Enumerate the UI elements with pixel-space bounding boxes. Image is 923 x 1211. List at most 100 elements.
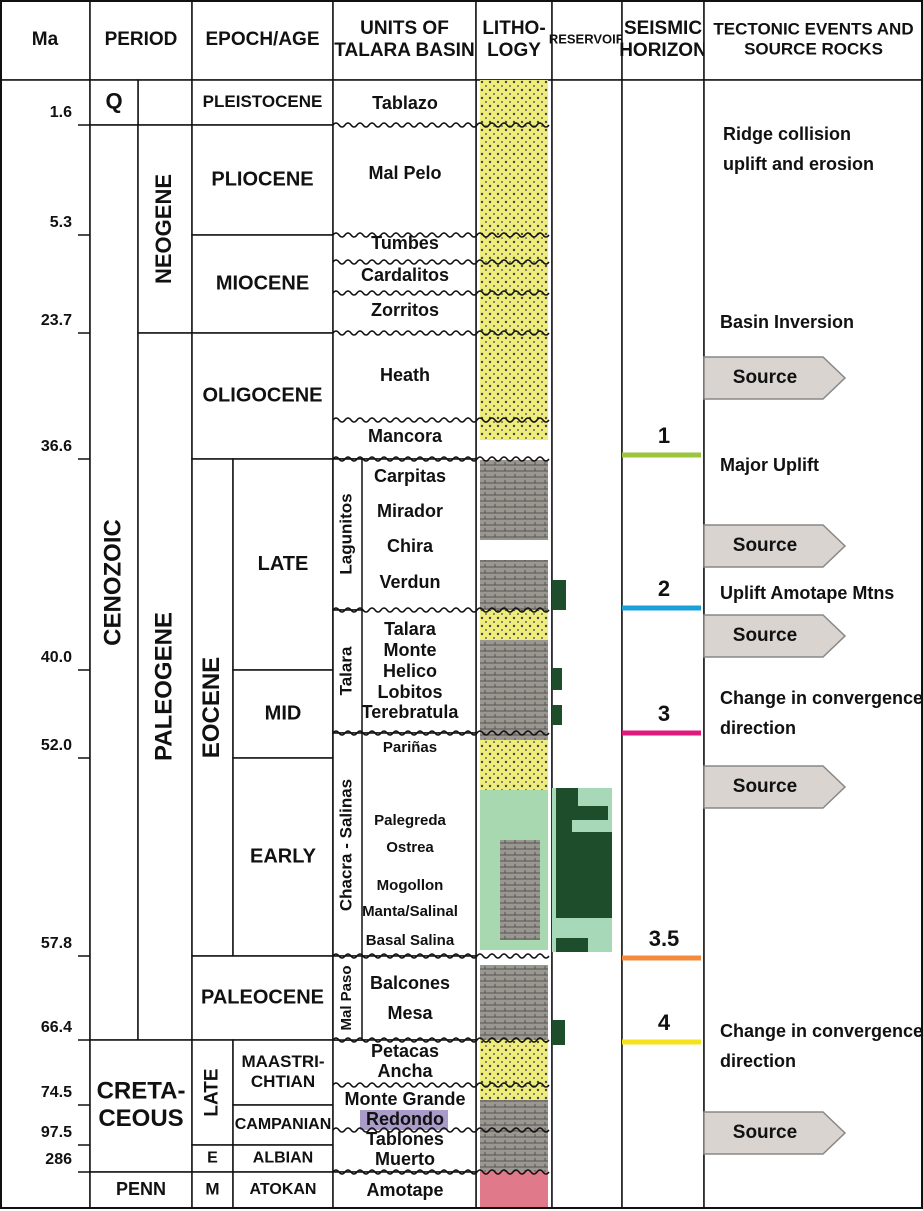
period-label: PENN: [116, 1179, 166, 1199]
ma-label: 57.8: [41, 935, 72, 952]
cell: [89, 79, 139, 126]
cell: [232, 1144, 334, 1173]
epoch-label: CHTIAN: [251, 1072, 315, 1091]
header-label: LITHO-: [482, 18, 545, 39]
reservoir-bar: [552, 668, 562, 690]
cell: [89, 1171, 193, 1209]
unit-group-label: Chacra - Salinas: [336, 779, 355, 911]
lithology-layer: [480, 540, 548, 560]
epoch-label: PALEOCENE: [201, 986, 324, 1008]
epoch-label: EARLY: [250, 845, 317, 867]
epoch-label: EOCENE: [198, 657, 225, 758]
reservoir-bar: [556, 820, 572, 832]
unit-label: Pariñas: [383, 739, 437, 756]
source-arrow: [703, 356, 847, 400]
cell: [0, 0, 91, 81]
epoch-label: LATE: [258, 553, 309, 575]
unit-label: Balcones: [370, 973, 450, 993]
lithology-layer: [480, 1040, 548, 1100]
period-label: PALEOGENE: [150, 612, 177, 761]
cell: [232, 458, 334, 671]
lithology-layer: [500, 510, 548, 530]
source-arrow: [703, 524, 847, 568]
cell: [232, 757, 334, 957]
unit-label: Carpitas: [374, 466, 446, 486]
epoch-label: MAASTRI-: [241, 1052, 324, 1071]
period-label: CRETA-: [97, 1078, 186, 1105]
lithology-layer: [480, 740, 548, 790]
cell: [332, 1039, 477, 1173]
tectonic-event: Major Uplift: [720, 455, 819, 475]
unit-label: Mal Pelo: [368, 163, 441, 183]
unconformity: [332, 290, 550, 296]
tectonic-event: Change in convergence: [720, 1021, 923, 1041]
reservoir-bar: [552, 580, 566, 610]
reservoir-bar: [556, 788, 578, 806]
period-label: NEOGENE: [151, 174, 176, 284]
source-label: Source: [733, 1122, 797, 1143]
unconformity: [332, 232, 550, 238]
unit-label: Tablones: [366, 1129, 444, 1149]
unconformity: [332, 730, 550, 736]
source-arrow: [703, 614, 847, 658]
cell: [332, 1171, 477, 1209]
lithology-layer: [480, 950, 548, 965]
unit-group-label: Mal Paso: [338, 965, 355, 1030]
unit-label: Amotape: [366, 1180, 443, 1200]
cell: [232, 1104, 334, 1146]
unconformity: [332, 1127, 550, 1133]
tectonic-event: Change in convergence: [720, 688, 923, 708]
cell: [191, 0, 334, 81]
cell: [0, 79, 91, 1209]
lithology-layer: [480, 1172, 548, 1208]
cell: [191, 234, 334, 334]
epoch-label: PLIOCENE: [211, 168, 313, 190]
header-label: EPOCH/AGE: [205, 29, 319, 50]
ma-label: 23.7: [41, 312, 72, 329]
horizon-label: 4: [658, 1010, 671, 1035]
ma-label: 40.0: [41, 649, 72, 666]
lithology-layer: [480, 610, 548, 640]
epoch-label: M: [205, 1179, 219, 1198]
header-label: UNITS OF: [360, 18, 449, 39]
cell: [332, 609, 363, 734]
tectonic-event: Uplift Amotape Mtns: [720, 583, 894, 603]
reservoir-bar: [552, 705, 562, 725]
unit-label: Mancora: [368, 426, 443, 446]
unit-label: Mesa: [387, 1003, 433, 1023]
ma-label: 286: [45, 1151, 72, 1168]
period-label: CEOUS: [98, 1105, 183, 1132]
reservoir-bar: [556, 832, 612, 918]
source-label: Source: [733, 367, 797, 388]
ma-label: 97.5: [41, 1124, 72, 1141]
horizon-label: 1: [658, 423, 670, 448]
lithology-layer: [480, 965, 548, 1040]
ma-label: 74.5: [41, 1084, 72, 1101]
epoch-label: ALBIAN: [253, 1150, 313, 1167]
source-label: Source: [733, 776, 797, 797]
cell: [191, 1039, 234, 1146]
cell: [621, 79, 705, 1209]
epoch-label: E: [207, 1150, 218, 1167]
unit-label: Muerto: [375, 1149, 435, 1169]
epoch-label: LATE: [202, 1068, 223, 1116]
unconformity: [332, 1037, 550, 1043]
unit-group-label: Lagunitos: [336, 493, 355, 574]
ma-label: 1.6: [50, 104, 72, 121]
header-label: TECTONIC EVENTS AND: [713, 20, 913, 39]
unconformity: [332, 953, 550, 959]
reservoir-bar: [556, 806, 608, 820]
unit-label: Palegreda: [374, 812, 446, 829]
unconformity: [332, 607, 550, 613]
cell: [332, 955, 363, 1041]
ma-label: 36.6: [41, 438, 72, 455]
unconformity: [332, 417, 550, 423]
unconformity: [332, 259, 550, 265]
cell: [191, 458, 234, 957]
ma-label: 52.0: [41, 737, 72, 754]
unit-label: Basal Salina: [366, 932, 455, 949]
unconformity: [332, 456, 550, 462]
